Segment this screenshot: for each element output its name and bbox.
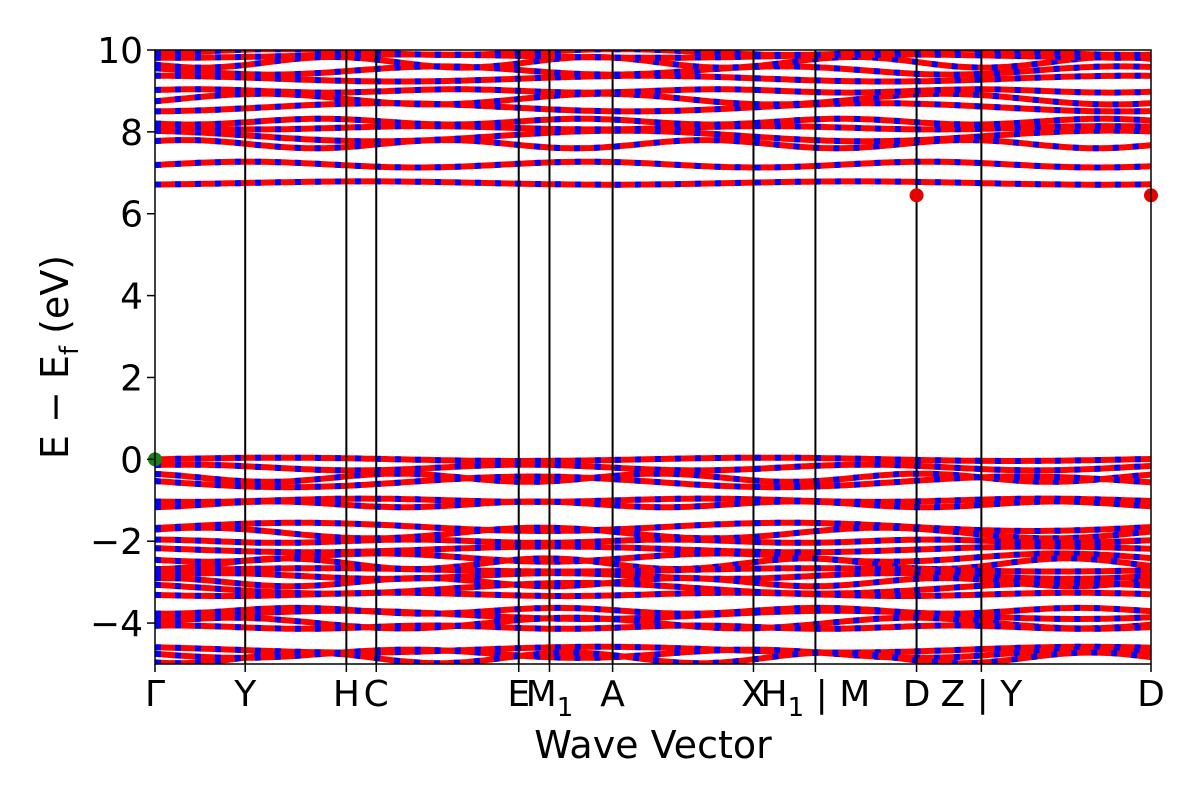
y-tick-label: 6: [120, 195, 143, 236]
y-tick-label: 4: [120, 277, 143, 318]
band-line: [155, 473, 1151, 491]
y-tick-label: 2: [120, 358, 143, 399]
band-line: [155, 536, 1151, 546]
band-line: [155, 519, 1151, 534]
band-line: [155, 178, 1151, 188]
extrema-markers: [148, 188, 1158, 467]
kpoint-divider-lines: [244, 50, 983, 664]
x-tick-label: H: [333, 674, 360, 715]
band-line: [155, 614, 1151, 632]
band-line: [155, 607, 1151, 622]
band-line: [155, 574, 1151, 590]
x-tick-label: D: [1137, 674, 1165, 715]
x-tick-label: E: [507, 674, 530, 715]
band-line: [155, 454, 1151, 464]
x-tick-label: Y: [233, 674, 257, 715]
band-line: [155, 137, 1151, 152]
band-line: [155, 115, 1151, 128]
band-line: [155, 565, 1151, 575]
x-tick-label: Z | Y: [941, 674, 1024, 715]
y-axis-label: E − Ef (eV): [33, 255, 85, 459]
y-tick-label: 0: [120, 440, 143, 481]
band-line: [155, 90, 1151, 108]
band-line-overlay: [155, 649, 1151, 664]
y-tick-label: −2: [90, 522, 143, 563]
x-tick-label: M1: [526, 674, 574, 723]
y-tick-label: 10: [97, 31, 143, 72]
band-line: [155, 158, 1151, 171]
band-line: [155, 63, 1151, 78]
x-tick-label: C: [364, 674, 389, 715]
band-lines: [155, 50, 1151, 664]
band-line: [155, 123, 1151, 133]
band-line: [155, 589, 1151, 600]
band-line: [155, 550, 1151, 565]
y-tick-label: 8: [120, 113, 143, 154]
band-line: [155, 543, 1151, 556]
band-line: [155, 51, 1151, 61]
band-line: [155, 622, 1151, 632]
band-line: [155, 100, 1151, 115]
band-line: [155, 495, 1151, 505]
x-tick-label: Γ: [145, 674, 165, 715]
band-line: [155, 524, 1151, 542]
x-tick-label: X: [741, 674, 766, 715]
band-line: [155, 86, 1151, 96]
x-tick-label: D: [903, 674, 931, 715]
band-line: [155, 461, 1151, 474]
y-tick-label: −4: [90, 604, 143, 645]
y-axis-ticks: 10 8 6 4 2 0 −2 −4: [90, 31, 155, 645]
x-tick-label: H1 | M: [761, 674, 871, 723]
x-tick-label: A: [600, 674, 625, 715]
band-line: [155, 498, 1151, 511]
x-axis-label: Wave Vector: [534, 723, 772, 767]
plot-frame: [154, 49, 1152, 665]
cbm-1-marker: [909, 188, 924, 203]
